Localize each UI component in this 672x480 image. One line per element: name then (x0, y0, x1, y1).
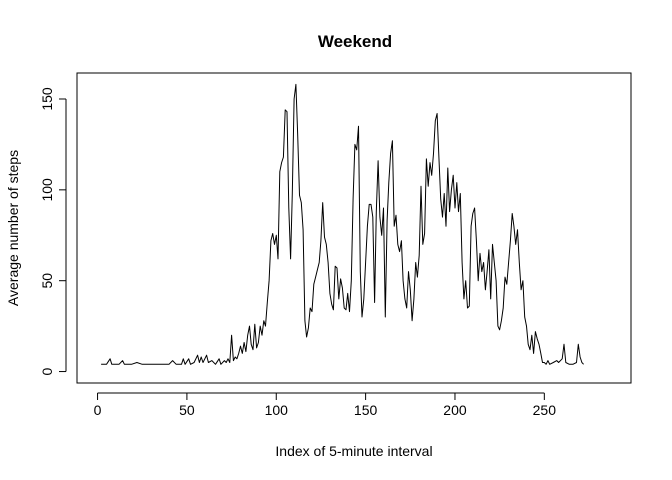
x-tick-label: 50 (179, 402, 195, 418)
x-tick-label: 0 (94, 402, 102, 418)
chart-title: Weekend (318, 32, 392, 51)
y-tick-label: 100 (39, 178, 55, 202)
x-axis: 0 50 100 150 200 250 (94, 392, 557, 418)
series-line (101, 83, 584, 365)
y-axis-label: Average number of steps (5, 150, 21, 306)
x-tick-label: 150 (354, 402, 378, 418)
plot-area-frame (76, 72, 632, 384)
y-axis: 0 50 100 150 (39, 87, 67, 375)
x-axis-label: Index of 5-minute interval (275, 443, 432, 459)
y-tick-label: 150 (39, 87, 55, 111)
x-tick-label: 200 (443, 402, 467, 418)
series-layer (101, 83, 584, 365)
x-tick-label: 250 (533, 402, 557, 418)
y-tick-label: 50 (39, 273, 55, 289)
x-tick-label: 100 (265, 402, 289, 418)
y-tick-label: 0 (39, 367, 55, 375)
